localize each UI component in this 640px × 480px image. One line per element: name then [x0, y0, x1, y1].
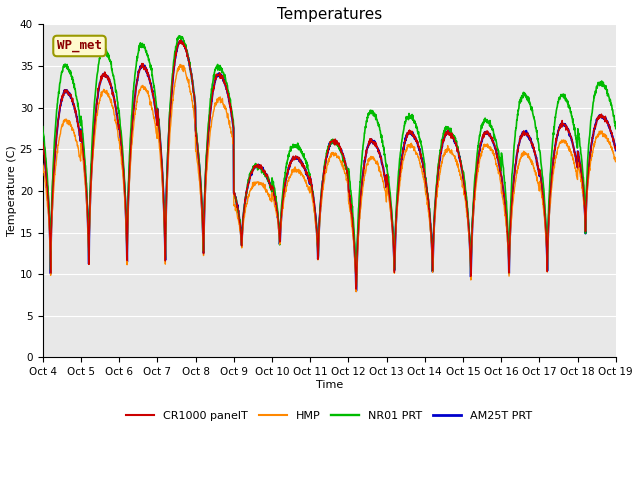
CR1000 panelT	[497, 169, 504, 175]
Line: CR1000 panelT: CR1000 panelT	[43, 40, 616, 289]
AM25T PRT	[346, 196, 354, 202]
NR01 PRT	[612, 126, 620, 132]
CR1000 panelT	[612, 146, 620, 152]
AM25T PRT	[359, 173, 367, 179]
NR01 PRT	[39, 124, 47, 130]
CR1000 panelT	[352, 286, 360, 292]
HMP	[199, 228, 207, 233]
NR01 PRT	[199, 224, 207, 229]
CR1000 panelT	[39, 140, 47, 145]
AM25T PRT	[612, 147, 620, 153]
HMP	[352, 289, 360, 295]
AM25T PRT	[562, 123, 570, 129]
NR01 PRT	[359, 146, 367, 152]
Line: HMP: HMP	[43, 64, 616, 292]
Line: AM25T PRT: AM25T PRT	[43, 41, 616, 291]
AM25T PRT	[578, 171, 586, 177]
HMP	[177, 61, 184, 67]
AM25T PRT	[497, 168, 504, 174]
NR01 PRT	[578, 156, 586, 161]
CR1000 panelT	[346, 196, 354, 202]
HMP	[612, 159, 620, 165]
HMP	[562, 140, 570, 146]
HMP	[346, 208, 354, 214]
X-axis label: Time: Time	[316, 380, 343, 390]
AM25T PRT	[199, 224, 207, 230]
NR01 PRT	[497, 161, 504, 167]
Y-axis label: Temperature (C): Temperature (C)	[7, 145, 17, 236]
CR1000 panelT	[359, 173, 367, 179]
AM25T PRT	[177, 38, 184, 44]
CR1000 panelT	[578, 170, 586, 176]
NR01 PRT	[562, 97, 570, 103]
HMP	[39, 161, 47, 167]
NR01 PRT	[346, 179, 354, 184]
NR01 PRT	[352, 286, 360, 291]
HMP	[359, 184, 367, 190]
Title: Temperatures: Temperatures	[276, 7, 382, 22]
AM25T PRT	[39, 141, 47, 147]
Legend: CR1000 panelT, HMP, NR01 PRT, AM25T PRT: CR1000 panelT, HMP, NR01 PRT, AM25T PRT	[122, 406, 536, 425]
HMP	[497, 177, 504, 183]
CR1000 panelT	[177, 37, 184, 43]
CR1000 panelT	[562, 122, 570, 128]
AM25T PRT	[352, 288, 360, 294]
Text: WP_met: WP_met	[57, 39, 102, 52]
Line: NR01 PRT: NR01 PRT	[43, 36, 616, 288]
CR1000 panelT	[199, 222, 207, 228]
HMP	[578, 177, 586, 182]
NR01 PRT	[176, 33, 184, 39]
